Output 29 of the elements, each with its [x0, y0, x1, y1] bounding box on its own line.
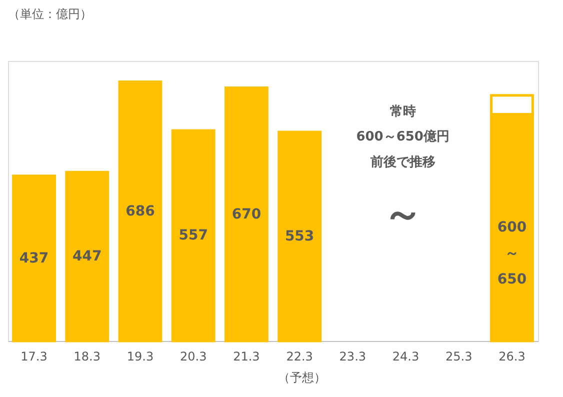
bar: [12, 174, 56, 342]
bar: [65, 170, 110, 342]
x-tick-label: 18.3: [74, 350, 100, 364]
x-tick-label: 21.3: [233, 350, 260, 364]
annotation: 前後で推移: [369, 154, 436, 170]
annotation: 常時: [390, 104, 416, 120]
x-tick-label: 20.3: [180, 350, 207, 364]
x-tick-label: 19.3: [126, 350, 154, 364]
x-tick-label: 24.3: [392, 350, 420, 364]
data-label: 447: [72, 248, 102, 265]
data-label: 557: [178, 228, 208, 244]
x-tick-label: 17.3: [20, 350, 48, 364]
x-tick-label: 23.3: [339, 350, 366, 364]
data-label: 600 ～ 650: [497, 220, 527, 288]
annotation: 600～650億円: [356, 128, 450, 145]
bar: [224, 86, 268, 342]
bar: [278, 130, 322, 342]
data-label: 437: [19, 250, 49, 266]
x-tick-label: 22.3: [286, 350, 313, 364]
data-label: 553: [284, 228, 314, 245]
chart-title: （単位：億円）: [8, 7, 92, 21]
annotation: ～: [382, 191, 423, 237]
x-tick-label: 25.3: [446, 350, 472, 364]
data-label: 670: [232, 206, 262, 222]
x-tick-label: 26.3: [498, 350, 526, 364]
bar: [171, 129, 216, 342]
bar: [118, 80, 162, 342]
text: （予想）: [278, 370, 326, 384]
data-label: 686: [126, 203, 155, 220]
